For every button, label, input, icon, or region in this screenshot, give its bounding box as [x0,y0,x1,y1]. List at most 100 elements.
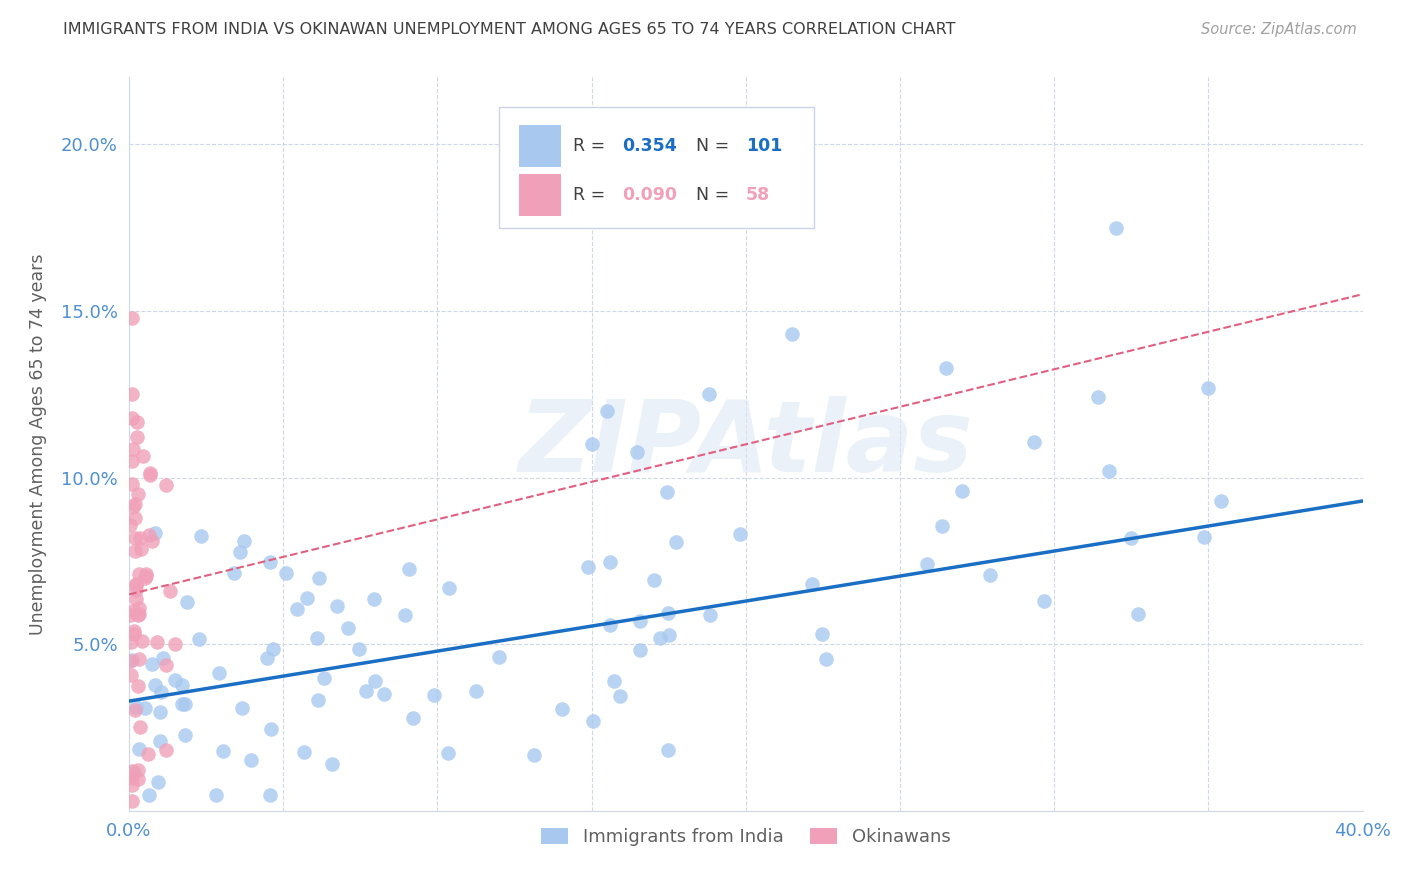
Point [650,632,672,646]
Point [120,668,142,682]
Point [321,756,343,771]
Point [224,566,246,580]
Point [155,657,177,672]
Point [125,577,148,591]
Text: 0.090: 0.090 [623,186,678,204]
Point [152,651,174,665]
FancyBboxPatch shape [519,125,561,167]
Point [159,583,181,598]
Point [121,442,143,457]
Point [1209,494,1232,508]
Point [811,627,834,641]
Point [141,534,163,549]
Point [256,650,278,665]
Point [801,576,824,591]
Point [149,734,172,748]
Point [138,527,160,541]
Point [394,607,416,622]
Text: 58: 58 [745,186,770,204]
Point [149,706,172,720]
Point [523,748,546,763]
Legend: Immigrants from India, Okinawans: Immigrants from India, Okinawans [534,821,957,854]
Point [121,653,143,667]
FancyBboxPatch shape [499,107,814,227]
Point [1022,435,1045,450]
Point [630,615,652,629]
Point [582,714,605,728]
Point [128,600,150,615]
Point [121,454,143,468]
Point [581,437,603,451]
Point [146,634,169,648]
Point [262,641,284,656]
Point [347,641,370,656]
Point [207,665,229,680]
Point [285,602,308,616]
Point [172,698,194,712]
Point [146,774,169,789]
Point [134,700,156,714]
Point [628,643,651,657]
Point [127,608,149,623]
Point [354,684,377,698]
Point [121,310,143,325]
Point [655,485,678,500]
Point [1192,530,1215,544]
Text: N =: N = [696,186,735,204]
Point [657,743,679,757]
Point [124,702,146,716]
Point [135,569,157,583]
Point [124,624,146,638]
Point [138,788,160,802]
Point [121,410,143,425]
Point [1197,381,1219,395]
Point [127,415,149,429]
Point [402,711,425,725]
Point [120,635,142,649]
Point [127,764,149,778]
Point [488,650,510,665]
Point [127,430,149,444]
Point [124,764,146,779]
Point [190,529,212,543]
Point [172,678,194,692]
Text: 101: 101 [745,136,782,154]
Point [124,497,146,511]
Point [205,788,228,802]
Point [121,771,143,785]
Point [121,477,143,491]
Point [121,500,143,515]
Point [422,689,444,703]
Text: ZIPAtlas: ZIPAtlas [519,396,973,492]
Point [1098,464,1121,478]
Point [131,541,153,556]
Y-axis label: Unemployment Among Ages 65 to 74 years: Unemployment Among Ages 65 to 74 years [30,253,46,635]
Point [135,567,157,582]
Point [128,607,150,621]
Point [1121,531,1143,545]
Point [576,560,599,574]
Point [274,566,297,580]
Point [697,387,720,401]
Point [1032,594,1054,608]
Point [1105,220,1128,235]
Point [118,517,141,532]
Point [979,568,1001,582]
Point [307,631,329,645]
Point [1128,607,1150,622]
Point [259,554,281,568]
FancyBboxPatch shape [519,174,561,216]
Point [950,484,973,499]
Point [124,544,146,558]
Point [231,701,253,715]
Point [658,627,681,641]
Point [121,764,143,779]
Point [609,689,631,703]
Point [314,671,336,685]
Point [121,387,143,401]
Point [1087,390,1109,404]
Text: R =: R = [574,136,610,154]
Point [139,468,162,483]
Point [657,607,679,621]
Text: IMMIGRANTS FROM INDIA VS OKINAWAN UNEMPLOYMENT AMONG AGES 65 TO 74 YEARS CORRELA: IMMIGRANTS FROM INDIA VS OKINAWAN UNEMPL… [63,22,956,37]
